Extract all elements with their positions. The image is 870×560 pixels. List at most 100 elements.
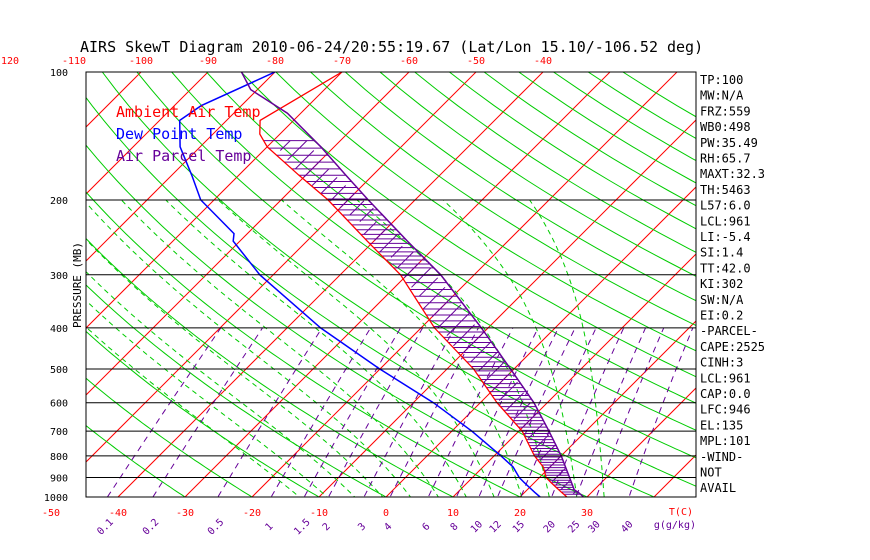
bottom-temp-tick-label: -30 [176,508,194,519]
dry-adiabat-line [136,72,696,459]
index-label: MAXT:32.3 [700,167,765,181]
isotherm-line [86,72,343,329]
y-axis-label: PRESSURE (MB) [71,242,84,328]
top-temp-tick-label: -80 [266,56,284,67]
mixing-ratio-line [106,327,222,497]
cape-hatch-line [446,312,470,336]
cape-hatch-line [295,150,315,170]
cape-hatch-line [532,434,550,451]
mixing-ratio-tick-label: 8 [449,521,461,533]
cape-hatch-line [521,412,538,429]
mixing-ratio-tick-label: 30 [586,519,602,535]
moist-adiabat-line [165,199,467,497]
moist-adiabat-line [281,199,523,497]
index-label: WB0:498 [700,120,751,134]
mixing-ratio-line [575,327,646,497]
bottom-temp-tick-label: 10 [447,508,459,519]
dry-adiabat-line [171,72,696,431]
mixing-ratio-tick-label: 25 [566,519,582,535]
index-label: TT:42.0 [700,261,751,275]
moist-adiabat-line [86,326,301,497]
cape-hatch-line [339,193,355,209]
isotherm-line [184,72,611,497]
dry-adiabat-line [275,72,696,352]
mixing-ratio-line [595,327,665,497]
isotherm-line [385,186,696,497]
mixing-ratio-tick-label: 3 [356,521,368,533]
mixing-ratio-tick-label: 4 [382,521,394,533]
mixing-ratio-tick-label: 0.5 [206,517,227,538]
index-label: EL:135 [700,418,743,432]
chart-title: AIRS SkewT Diagram 2010-06-24/20:55:19.6… [80,38,703,56]
mixing-ratio-tick-label: 1 [263,521,275,533]
index-label: LI:-5.4 [700,230,751,244]
cape-hatch-line [437,304,462,329]
index-label: NOT [700,466,722,480]
pressure-tick-label: 200 [50,196,68,207]
plot-frame [85,71,697,498]
top-temp-tick-label: -60 [400,56,418,67]
mixing-ratio-line [389,327,479,497]
moist-adiabat-line [86,201,412,497]
bottom-temp-tick-label: -20 [243,508,261,519]
isotherm-line [86,72,410,396]
moist-adiabat-line [86,270,356,497]
cape-hatch-line [359,207,374,223]
cape-hatch-line [330,185,347,202]
mixing-ratio-line [628,327,694,497]
index-label: RH:65.7 [700,152,751,166]
cape-hatch-line [492,373,510,391]
pressure-tick-label: 600 [50,399,68,410]
mixing-ratio-line [496,327,576,497]
cape-hatch-line [363,221,377,235]
mixing-ratio-tick-label: 40 [619,519,635,535]
bottom-temp-tick-label: -40 [109,508,127,519]
pressure-tick-label: 700 [50,427,68,438]
cape-hatch-line [403,262,420,279]
isotherm-line [586,387,696,497]
dry-adiabat-line [414,72,696,253]
cape-hatch-line [379,234,398,253]
bottom-temp-tick-label: -10 [310,508,328,519]
cape-hatch-line [418,277,439,297]
cape-hatch-line [431,295,454,318]
pressure-tick-label: 100 [50,68,68,79]
mixing-ratio-tick-label: 0.2 [141,517,162,538]
bottom-temp-tick-label: 0 [383,508,389,519]
mixing-ratio-unit-label: g(g/kg) [654,520,696,531]
mixing-ratio-tick-label: 2 [321,521,333,533]
cape-hatch-line [422,286,446,310]
cape-hatch-line [572,490,577,495]
cape-hatch-line [463,331,485,353]
mixing-ratio-tick-label: 0.1 [95,517,116,538]
pressure-tick-label: 400 [50,324,68,335]
mixing-ratio-tick-label: 6 [421,521,433,533]
dry-adiabat-line [86,425,186,497]
mixing-ratio-tick-label: 10 [469,519,485,535]
dry-adiabat-line [86,377,253,497]
legend-entry: Dew Point Temp [116,125,242,143]
cape-hatch-line [544,455,562,473]
index-label: LCL:961 [700,371,751,385]
cape-hatch-line [374,227,388,241]
cape-hatch-line [311,168,330,186]
isotherm-line [86,72,209,195]
bottom-temp-tick-label: 30 [581,508,593,519]
dry-adiabat-line [206,72,696,404]
mixing-ratio-line [303,327,402,497]
isotherm-line [251,72,678,497]
cape-hatch-line [560,479,571,491]
pressure-tick-label: 900 [50,474,68,485]
mixing-ratio-line [551,327,625,497]
moist-adiabat-line [86,238,384,497]
dry-adiabat-line [310,72,696,327]
dry-adiabat-line [86,284,388,497]
cape-hatch-line [498,381,518,401]
mixing-ratio-line [455,327,539,497]
dry-adiabat-line [101,72,696,487]
cape-hatching [263,140,581,495]
mixing-ratio-line [427,327,514,497]
mixing-ratio-line [217,327,323,497]
dry-adiabat-line [86,191,522,497]
top-temp-tick-label: -100 [129,56,153,67]
